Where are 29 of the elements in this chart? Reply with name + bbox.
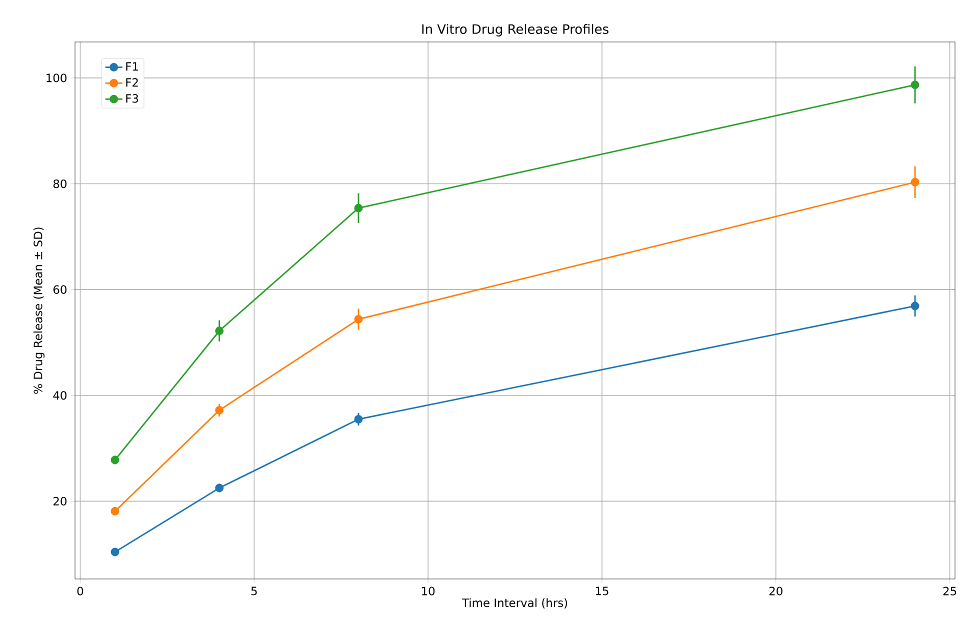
point <box>910 178 920 186</box>
y-tick-label: 60 <box>53 285 66 294</box>
x-tick-label: 20 <box>769 586 782 596</box>
point <box>215 326 224 336</box>
point <box>215 484 224 492</box>
point <box>110 456 120 464</box>
y-tick-label: 40 <box>53 391 66 400</box>
point <box>910 80 920 90</box>
y-tick-label: 20 <box>54 496 66 506</box>
y-axis-title: % Drug Release (Mean ± SD) <box>33 228 45 394</box>
legend-label: F1 <box>126 62 138 71</box>
chart-title: In Vitro Drug Release Profiles <box>422 24 608 36</box>
point <box>910 302 920 310</box>
point <box>110 507 120 516</box>
point <box>110 548 120 556</box>
point <box>354 204 363 212</box>
x-tick-label: 25 <box>943 586 956 596</box>
y-tick-label: 80 <box>53 179 66 188</box>
x-axis-title: Time Interval (hrs) <box>462 598 568 608</box>
x-tick-label: 5 <box>251 586 257 596</box>
y-tick-label: 100 <box>46 74 66 82</box>
legend-label: F3 <box>126 94 138 103</box>
point <box>354 314 363 324</box>
x-tick-label: 15 <box>596 586 608 596</box>
legend-label: F2 <box>126 78 138 87</box>
x-tick-label: 10 <box>422 586 435 596</box>
x-tick-label: 0 <box>77 586 84 596</box>
point <box>215 406 224 414</box>
point <box>354 414 363 424</box>
